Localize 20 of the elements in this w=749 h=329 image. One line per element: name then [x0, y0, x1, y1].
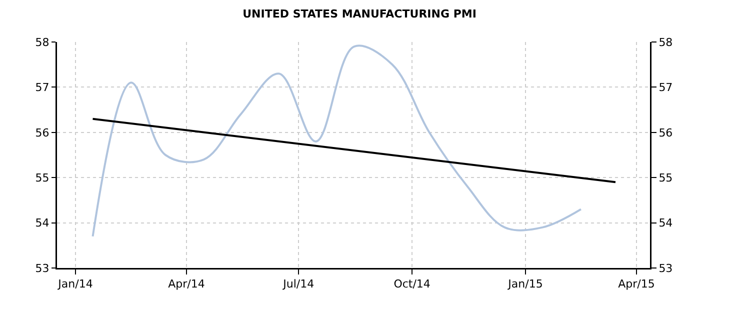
line-series — [92, 45, 582, 238]
x-tick-label: Jan/14 — [57, 278, 93, 291]
y2-tick-label: 58 — [658, 36, 673, 49]
x-tick-label: Apr/15 — [618, 278, 655, 291]
x-tick-label: Jul/14 — [282, 278, 314, 291]
y-tick-label: 58 — [35, 36, 50, 49]
y-tick-label: 53 — [35, 262, 50, 275]
y2-tick-label: 56 — [658, 126, 673, 140]
y2-tick-label: 57 — [658, 81, 673, 94]
chart-title: UNITED STATES MANUFACTURING PMI — [242, 8, 476, 21]
y2-tick-label: 55 — [658, 171, 673, 184]
y-tick-label: 55 — [35, 171, 50, 184]
y-tick-label: 56 — [35, 126, 50, 140]
x-tick-label: Apr/14 — [168, 278, 205, 291]
y2-tick-label: 53 — [658, 262, 673, 275]
x-tick-label: Oct/14 — [394, 278, 430, 291]
x-tick-label: Jan/15 — [507, 278, 543, 291]
y2-tick-label: 54 — [658, 216, 673, 230]
y-tick-label: 54 — [35, 216, 50, 230]
y-tick-label: 57 — [35, 81, 50, 94]
